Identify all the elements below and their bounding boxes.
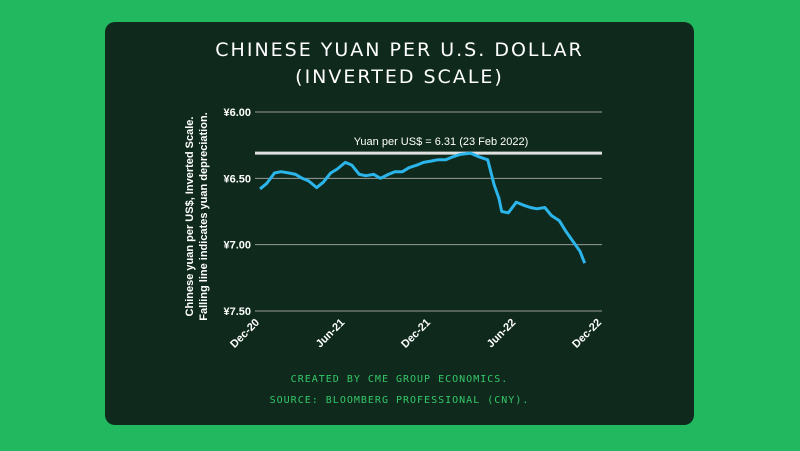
line-chart: ¥6.00 ¥6.50 ¥7.00 ¥7.50 Dec-20 Jun-21 Dec-21 J… (184, 107, 604, 351)
footer-source: SOURCE: BLOOMBERG PROFESSIONAL (CNY). (269, 395, 530, 406)
x-tick-label: Dec-20 (228, 317, 262, 351)
x-tick-label: Dec-22 (570, 317, 604, 351)
chart-title: CHINESE YUAN PER U.S. DOLLAR (215, 39, 584, 61)
x-tick-label: Jun-22 (485, 317, 519, 351)
y-tick-label: ¥7.00 (223, 240, 251, 252)
y-axis-label-line2: Falling line indicates yuan depreciation… (198, 112, 210, 320)
x-tick-labels: Dec-20 Jun-21 Dec-21 Jun-22 Dec-22 (228, 317, 604, 351)
y-axis-label-line1: Chinese yuan per US$, Inverted Scale. (184, 117, 196, 317)
y-tick-label: ¥6.00 (223, 107, 251, 119)
gridlines (255, 111, 602, 312)
reference-line-label: Yuan per US$ = 6.31 (23 Feb 2022) (354, 136, 529, 148)
chart-card: CHINESE YUAN PER U.S. DOLLAR (INVERTED S… (105, 22, 694, 425)
series-line-cny (259, 151, 587, 264)
x-tick-label: Dec-21 (399, 317, 433, 351)
y-tick-label: ¥6.50 (223, 173, 251, 185)
x-tick-label: Jun-21 (314, 317, 348, 351)
y-tick-labels: ¥6.00 ¥6.50 ¥7.00 ¥7.50 (223, 107, 251, 318)
footer-credit: CREATED BY CME GROUP ECONOMICS. (290, 374, 509, 385)
y-tick-label: ¥7.50 (223, 306, 251, 318)
chart-subtitle: (INVERTED SCALE) (295, 66, 504, 88)
